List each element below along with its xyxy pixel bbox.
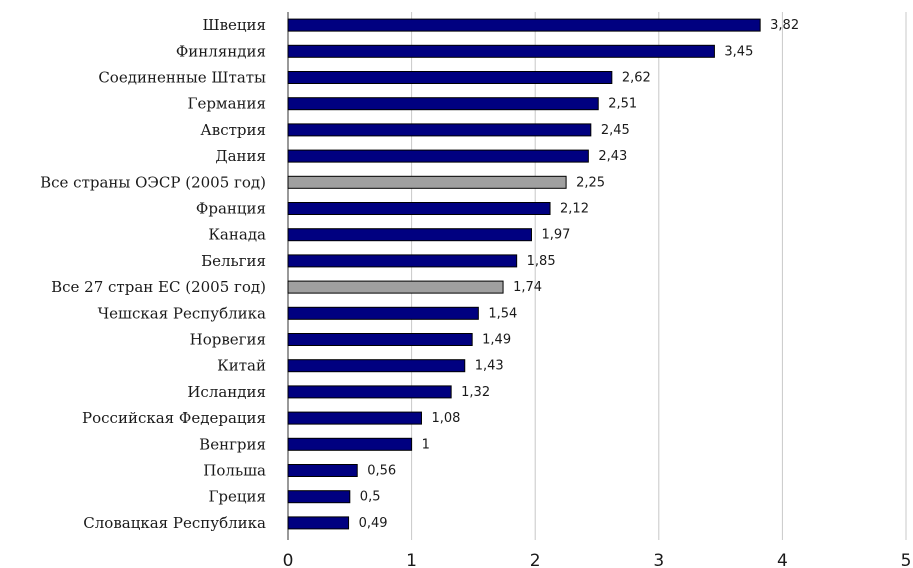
bar bbox=[287, 464, 358, 477]
category-label: Словацкая Республика bbox=[83, 514, 266, 532]
bar bbox=[287, 18, 761, 32]
bar bbox=[287, 306, 479, 320]
value-label: 1,32 bbox=[461, 385, 490, 400]
bar bbox=[287, 385, 452, 399]
category-labels: Швеция Финляндия Соединенные Штаты Германия… bbox=[40, 16, 266, 532]
gridlines bbox=[287, 12, 907, 540]
value-label: 0,5 bbox=[360, 490, 381, 505]
category-label: Все страны ОЭСР (2005 год) bbox=[40, 173, 266, 191]
value-label: 2,43 bbox=[598, 149, 627, 164]
bar bbox=[287, 175, 567, 189]
category-label: Венгрия bbox=[199, 435, 266, 453]
category-label: Германия bbox=[188, 95, 266, 113]
category-label: Польша bbox=[203, 462, 266, 480]
category-label: Канада bbox=[208, 226, 266, 244]
x-axis-ticks: 0 1 2 3 4 5 bbox=[283, 551, 912, 568]
x-tick-label: 3 bbox=[653, 551, 664, 568]
category-label: Чешская Республика bbox=[98, 304, 266, 322]
value-label: 1,74 bbox=[513, 280, 542, 295]
category-label: Норвегия bbox=[190, 331, 266, 349]
bar bbox=[287, 202, 551, 215]
value-label: 1,54 bbox=[488, 306, 517, 321]
value-label: 2,62 bbox=[622, 71, 651, 86]
value-label: 2,51 bbox=[608, 97, 637, 112]
bar bbox=[287, 333, 473, 346]
bar bbox=[287, 411, 422, 425]
category-label: Все 27 стран ЕС (2005 год) bbox=[51, 278, 266, 296]
category-label: Швеция bbox=[202, 16, 266, 34]
value-label: 3,82 bbox=[770, 18, 799, 33]
category-label: Российская Федерация bbox=[82, 409, 266, 427]
value-label: 2,45 bbox=[601, 123, 630, 138]
bar bbox=[287, 123, 592, 137]
category-label: Финляндия bbox=[176, 42, 266, 60]
category-label: Франция bbox=[196, 200, 266, 218]
bar bbox=[287, 228, 532, 242]
bar bbox=[287, 254, 518, 268]
x-tick-label: 0 bbox=[283, 551, 294, 568]
value-label: 2,25 bbox=[576, 175, 605, 190]
value-label: 0,56 bbox=[367, 464, 396, 479]
value-label: 1 bbox=[422, 437, 430, 452]
value-label: 1,08 bbox=[431, 411, 460, 426]
bar bbox=[287, 280, 504, 294]
bar bbox=[287, 490, 351, 504]
bar bbox=[287, 516, 350, 530]
bar bbox=[287, 97, 599, 111]
bar bbox=[287, 44, 715, 58]
category-label: Соединенные Штаты bbox=[98, 69, 266, 87]
bar bbox=[287, 149, 589, 163]
bars bbox=[287, 18, 761, 530]
bar bbox=[287, 359, 466, 373]
category-label: Китай bbox=[217, 357, 266, 375]
category-label: Бельгия bbox=[201, 252, 266, 270]
x-tick-label: 4 bbox=[777, 551, 788, 568]
category-label: Исландия bbox=[187, 383, 266, 401]
category-label: Дания bbox=[215, 147, 266, 165]
value-label: 1,85 bbox=[527, 254, 556, 269]
bar bbox=[287, 437, 413, 451]
value-label: 2,12 bbox=[560, 202, 589, 217]
category-label: Австрия bbox=[200, 121, 266, 139]
x-tick-label: 1 bbox=[406, 551, 417, 568]
value-label: 3,45 bbox=[724, 44, 753, 59]
category-label: Греция bbox=[208, 488, 266, 506]
bar bbox=[287, 71, 613, 84]
value-label: 1,97 bbox=[541, 228, 570, 243]
value-labels: 3,82 3,45 2,62 2,51 2,45 2,43 2,25 2,12 1,97 1,85… bbox=[359, 18, 800, 531]
value-label: 1,49 bbox=[482, 333, 511, 348]
x-tick-label: 2 bbox=[530, 551, 541, 568]
value-label: 0,49 bbox=[359, 516, 388, 531]
x-tick-label: 5 bbox=[901, 551, 912, 568]
value-label: 1,43 bbox=[475, 359, 504, 374]
